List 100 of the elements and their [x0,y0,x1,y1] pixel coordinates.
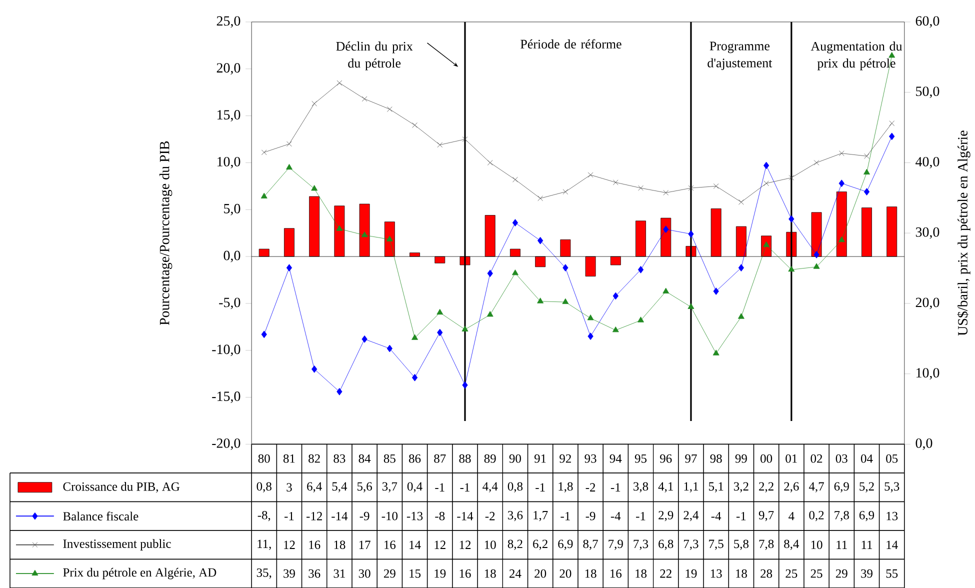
point [612,180,618,185]
x-tick-label: 90 [509,454,521,463]
data-label: 7,3 [684,540,698,550]
legend-label: Prix du pétrole en Algérie, AD [63,568,216,580]
data-label: 4 [788,512,794,520]
point [663,225,669,233]
data-label: -10 [382,512,398,520]
data-label: 5,1 [709,482,724,492]
data-label: 18 [585,569,596,578]
data-label: -8 [435,512,445,520]
point [386,236,393,242]
data-label: 25 [786,569,798,578]
point [260,192,268,198]
data-label: 55 [886,569,898,578]
point [738,264,744,272]
point [889,132,895,140]
x-tick-label: 84 [358,454,371,463]
point [612,292,618,300]
data-label: 20 [534,569,546,578]
x-tick-label: 05 [886,454,898,463]
data-label: 5,3 [884,482,900,492]
y2-tick-label: 0,0 [916,438,932,450]
data-label: 6,2 [533,540,548,550]
point [788,174,794,180]
annotation: Période de réforme [520,39,622,48]
data-label: 20 [560,569,572,578]
data-label: 5,8 [734,540,749,550]
x-tick-label: 86 [409,454,421,463]
x-tick-label: 04 [860,454,873,463]
data-label: 5,4 [332,482,348,492]
data-label: 14 [886,540,898,549]
data-label: 29 [384,569,396,578]
data-label: 14 [410,540,421,549]
y2-tick-label: 10,0 [916,368,940,380]
point [888,52,896,58]
data-label: 4,4 [482,482,498,492]
data-label: 3,7 [382,482,398,492]
data-label: 2,2 [759,482,774,492]
data-label: 12 [434,540,446,549]
point [362,96,368,102]
data-label: -4 [711,512,722,520]
data-label: 11 [862,540,872,549]
data-label: 7,3 [634,540,648,550]
data-label: -9 [586,512,596,520]
annotation: Programme d'ajustement [708,42,772,70]
point [537,297,544,304]
data-label: 3 [286,482,292,492]
data-label: 39 [861,569,872,578]
data-label: 19 [434,569,446,578]
data-label: -4 [610,512,621,520]
data-label: -9 [360,512,370,520]
point [864,168,870,174]
point [638,185,644,191]
data-label: 7,9 [608,540,623,550]
x-tick-label: 96 [660,454,672,463]
point [588,172,594,178]
data-label: 10 [484,540,496,549]
data-label: 16 [610,569,622,578]
x-tick-label: 02 [810,454,822,463]
point [437,142,443,148]
legend-label: Investissement public [63,538,171,550]
point [336,224,343,231]
data-label: 8,4 [784,540,800,550]
y2-tick-label: 20,0 [916,298,940,309]
y-tick-label: -10,0 [212,344,240,356]
x-tick-label: 88 [459,454,471,463]
data-label: 16 [384,540,396,549]
data-label: 15 [410,569,421,578]
data-label: 13 [710,569,722,578]
data-label: 3,6 [508,510,523,521]
data-label: -1 [736,512,746,520]
point [286,264,292,272]
y-tick-label: 15,0 [217,110,240,122]
point [638,266,644,274]
x-tick-label: 80 [258,454,270,463]
data-label: -1 [610,483,620,492]
x-tick-label: 82 [308,454,320,463]
x-tick-label: 99 [735,454,747,463]
data-label: 6,9 [834,482,849,492]
point [864,188,870,196]
x-tick-label: 93 [584,454,596,463]
point [436,308,444,314]
data-label: -2 [485,512,495,520]
data-label: 31 [334,569,345,578]
data-label: 2,6 [784,482,799,492]
data-label: 12 [460,540,471,549]
x-tick-label: 03 [836,454,848,463]
y-tick-label: 10,0 [217,156,240,168]
point [311,184,318,191]
point [462,326,468,332]
data-label: 18 [484,569,496,578]
point [462,136,468,142]
y2-axis-title: US$/baril, prix du pétrole en Algérie [957,130,970,336]
data-label: 8,2 [508,540,522,550]
point [814,250,820,258]
point [713,183,719,189]
data-label: 9,7 [758,510,774,521]
y-tick-label: -5,0 [219,298,240,309]
legend-label: Croissance du PIB, AG [63,482,180,492]
point [889,120,895,126]
